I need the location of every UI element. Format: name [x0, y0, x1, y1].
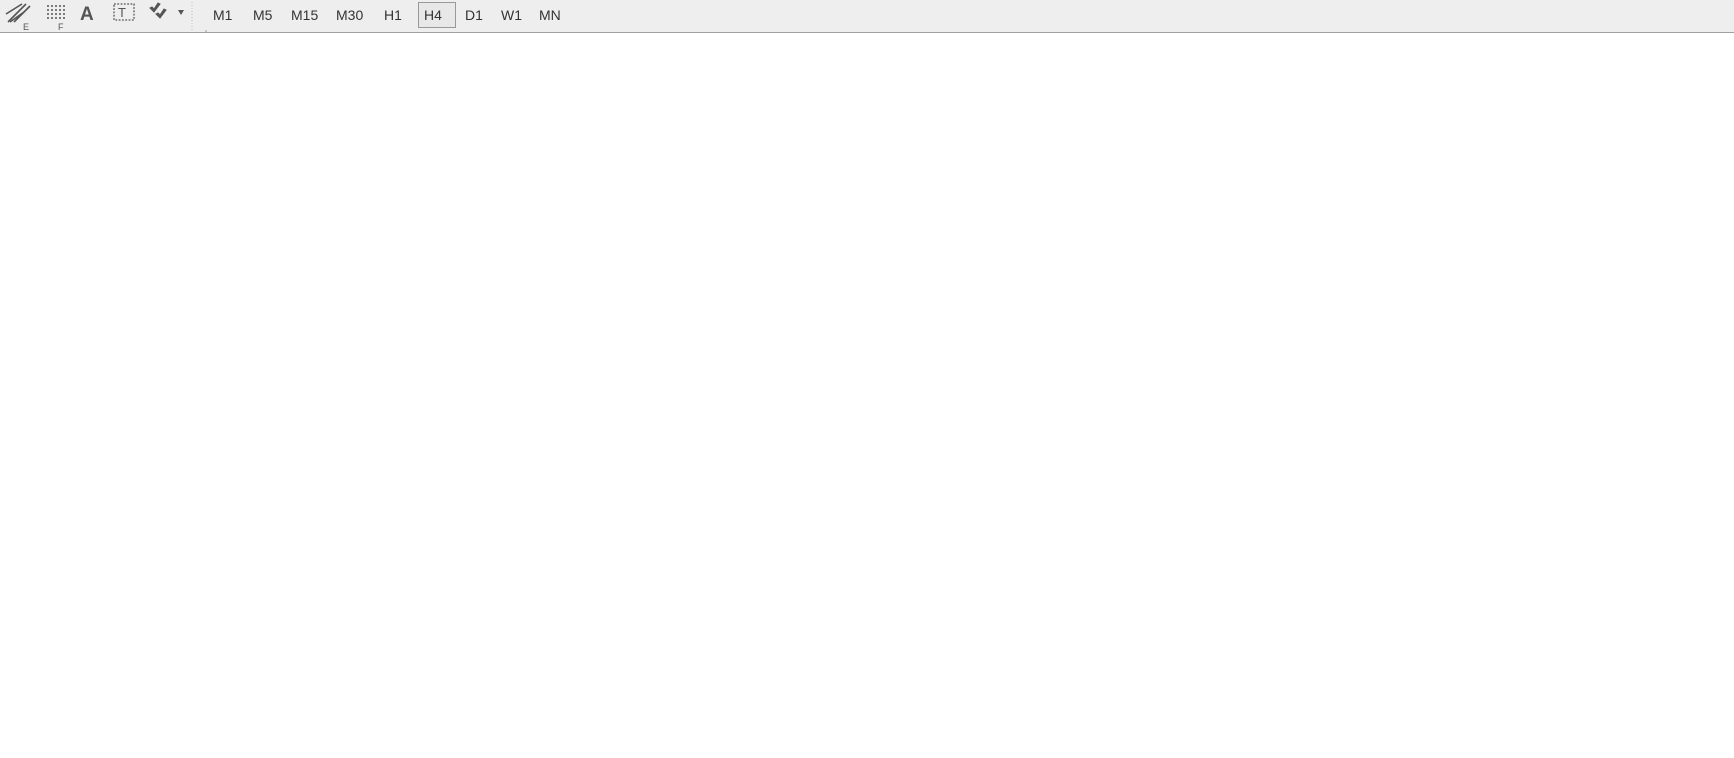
svg-text:F: F — [58, 22, 64, 32]
svg-text:A: A — [80, 4, 94, 25]
svg-text:T: T — [118, 5, 126, 20]
svg-text:E: E — [23, 22, 29, 32]
